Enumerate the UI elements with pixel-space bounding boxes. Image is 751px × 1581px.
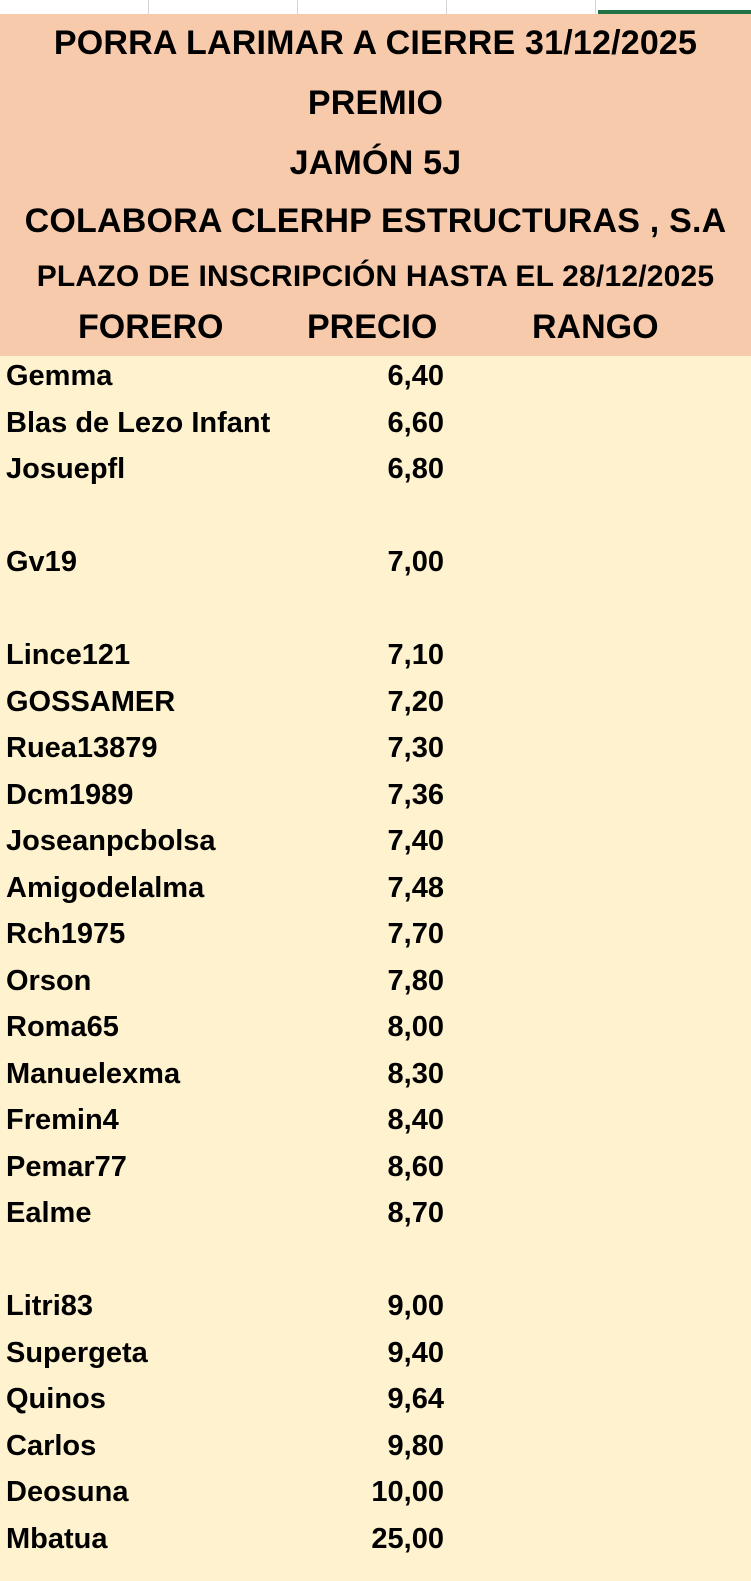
- cell-forero[interactable]: Josuepfl: [6, 453, 126, 485]
- cell-precio[interactable]: 6,40: [387, 360, 444, 392]
- table-row: Blas de Lezo Infant 6,60: [0, 403, 751, 450]
- column-separator: [446, 0, 447, 14]
- prize-label[interactable]: PREMIO: [307, 84, 444, 122]
- cell-precio[interactable]: 8,00: [387, 1011, 444, 1043]
- participants-table: Gemma 6,40 Blas de Lezo Infant 6,60 Josuepfl…: [0, 356, 751, 1565]
- table-row: Lince121 7,10: [0, 635, 751, 682]
- column-separator: [595, 0, 596, 14]
- cell-forero[interactable]: Deosuna: [6, 1476, 129, 1508]
- cell-forero[interactable]: Joseanpcbolsa: [6, 825, 216, 857]
- cell-precio[interactable]: 7,40: [387, 825, 444, 857]
- cell-forero[interactable]: Fremin4: [6, 1104, 119, 1136]
- cell-forero[interactable]: Blas de Lezo Infant: [6, 406, 271, 439]
- table-row: Gv19 7,00: [0, 542, 751, 589]
- table-row: Ealme 8,70: [0, 1193, 751, 1240]
- cell-forero[interactable]: GOSSAMER: [6, 685, 176, 718]
- cell-precio[interactable]: 9,00: [387, 1290, 444, 1322]
- table-row: Amigodelalma 7,48: [0, 868, 751, 915]
- table-row: Manuelexma 8,30: [0, 1054, 751, 1101]
- cell-precio[interactable]: 8,30: [387, 1057, 444, 1090]
- table-row: Ruea13879 7,30: [0, 728, 751, 775]
- cell-precio[interactable]: 7,30: [387, 732, 444, 764]
- cell-forero[interactable]: Lince121: [6, 639, 131, 671]
- cell-precio[interactable]: 7,80: [387, 964, 444, 997]
- table-row: Pemar77 8,60: [0, 1147, 751, 1194]
- cell-precio[interactable]: 7,36: [387, 778, 444, 811]
- cell-forero[interactable]: Ealme: [6, 1197, 92, 1229]
- sponsor-line[interactable]: COLABORA CLERHP ESTRUCTURAS , S.A: [24, 202, 727, 240]
- cell-forero[interactable]: Amigodelalma: [6, 871, 205, 904]
- cell-precio[interactable]: 7,48: [387, 871, 444, 904]
- cell-forero[interactable]: Dcm1989: [6, 778, 134, 811]
- table-row: [0, 589, 751, 636]
- cell-forero[interactable]: Supergeta: [6, 1336, 148, 1369]
- table-row: Orson 7,80: [0, 961, 751, 1008]
- cell-precio[interactable]: 10,00: [371, 1476, 444, 1508]
- column-separator: [297, 0, 298, 14]
- cell-forero[interactable]: Pemar77: [6, 1150, 127, 1183]
- cell-precio[interactable]: 9,40: [387, 1336, 444, 1369]
- sheet-header: PORRA LARIMAR A CIERRE 31/12/2025 PREMIO…: [0, 14, 751, 356]
- table-row: Litri83 9,00: [0, 1286, 751, 1333]
- cell-forero[interactable]: Gv19: [6, 546, 77, 578]
- column-separator: [148, 0, 149, 14]
- cell-forero[interactable]: Quinos: [6, 1383, 106, 1415]
- cell-precio[interactable]: 7,00: [387, 546, 444, 578]
- cell-forero[interactable]: Mbatua: [6, 1522, 108, 1555]
- table-row: Joseanpcbolsa 7,40: [0, 821, 751, 868]
- table-row: Deosuna 10,00: [0, 1472, 751, 1519]
- table-row: Roma65 8,00: [0, 1007, 751, 1054]
- spreadsheet-column-header-strip: [0, 0, 751, 14]
- cell-forero[interactable]: Manuelexma: [6, 1057, 181, 1090]
- column-header-forero[interactable]: FORERO: [78, 308, 224, 346]
- table-row: [0, 1240, 751, 1287]
- column-header-precio[interactable]: PRECIO: [307, 308, 438, 346]
- table-row: Quinos 9,64: [0, 1379, 751, 1426]
- cell-precio[interactable]: 6,80: [387, 453, 444, 485]
- cell-precio[interactable]: 6,60: [387, 406, 444, 439]
- cell-precio[interactable]: 7,20: [387, 685, 444, 718]
- cell-forero[interactable]: Litri83: [6, 1290, 94, 1322]
- selected-column-indicator: [598, 10, 751, 14]
- cell-forero[interactable]: Ruea13879: [6, 732, 158, 764]
- cell-precio[interactable]: 8,60: [387, 1150, 444, 1183]
- prize-value[interactable]: JAMÓN 5J: [289, 144, 462, 182]
- cell-precio[interactable]: 9,64: [387, 1383, 444, 1415]
- cell-precio[interactable]: 9,80: [387, 1429, 444, 1462]
- cell-precio[interactable]: 8,70: [387, 1197, 444, 1229]
- table-row: Mbatua 25,00: [0, 1519, 751, 1566]
- cell-forero[interactable]: Rch1975: [6, 918, 126, 950]
- table-row: [0, 496, 751, 543]
- table-row: Carlos 9,80: [0, 1426, 751, 1473]
- deadline-line[interactable]: PLAZO DE INSCRIPCIÓN HASTA EL 28/12/2025: [36, 260, 715, 293]
- cell-forero[interactable]: Roma65: [6, 1011, 119, 1043]
- table-row: GOSSAMER 7,20: [0, 682, 751, 729]
- cell-forero[interactable]: Gemma: [6, 360, 113, 392]
- cell-precio[interactable]: 25,00: [371, 1522, 444, 1555]
- cell-precio[interactable]: 7,70: [387, 918, 444, 950]
- column-header-rango[interactable]: RANGO: [532, 308, 659, 346]
- cell-precio[interactable]: 8,40: [387, 1104, 444, 1136]
- title-line[interactable]: PORRA LARIMAR A CIERRE 31/12/2025: [53, 24, 698, 62]
- cell-forero[interactable]: Orson: [6, 964, 92, 997]
- table-row: Supergeta 9,40: [0, 1333, 751, 1380]
- table-row: Gemma 6,40: [0, 356, 751, 403]
- table-row: Josuepfl 6,80: [0, 449, 751, 496]
- cell-precio[interactable]: 7,10: [387, 639, 444, 671]
- table-row: Dcm1989 7,36: [0, 775, 751, 822]
- table-row: Rch1975 7,70: [0, 914, 751, 961]
- table-row: Fremin4 8,40: [0, 1100, 751, 1147]
- cell-forero[interactable]: Carlos: [6, 1429, 97, 1462]
